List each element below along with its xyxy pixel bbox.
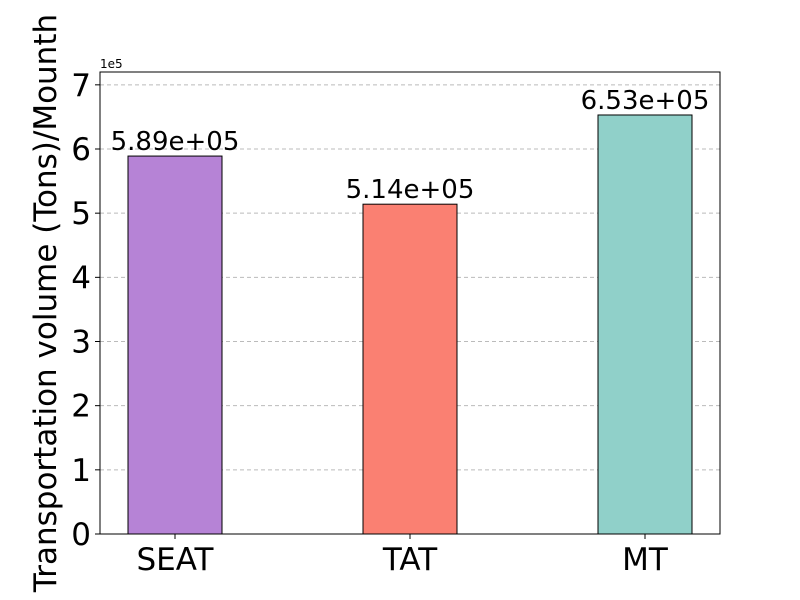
- x-tick-label: MT: [622, 542, 669, 578]
- y-tick-label: 7: [71, 68, 91, 104]
- x-tick-label: TAT: [382, 542, 438, 578]
- bar-value-label: 5.14e+05: [346, 175, 475, 205]
- bar-value-labels: 5.89e+05 5.14e+05 6.53e+05: [111, 86, 710, 205]
- y-tick-label: 5: [71, 196, 91, 232]
- y-tick-label: 2: [71, 389, 91, 425]
- bar-seat: [127, 155, 223, 535]
- y-axis-label: Transportation volume (Tons)/Mounth: [28, 14, 64, 593]
- y-axis-offset-label: 1e5: [100, 57, 123, 71]
- x-axis-ticks: SEAT TAT MT: [136, 534, 669, 578]
- bars: [127, 114, 693, 535]
- x-tick-label: SEAT: [136, 542, 214, 578]
- bar-tat: [362, 203, 458, 535]
- y-tick-label: 3: [71, 325, 91, 361]
- y-axis-ticks: 0 1 2 3 4 5 6 7: [71, 68, 100, 553]
- y-tick-label: 1: [71, 453, 91, 489]
- bar-mt: [597, 114, 693, 535]
- y-tick-label: 0: [71, 517, 91, 553]
- y-tick-label: 4: [71, 260, 91, 296]
- bar-value-label: 6.53e+05: [581, 86, 710, 116]
- bar-value-label: 5.89e+05: [111, 127, 240, 157]
- y-tick-label: 6: [71, 132, 91, 168]
